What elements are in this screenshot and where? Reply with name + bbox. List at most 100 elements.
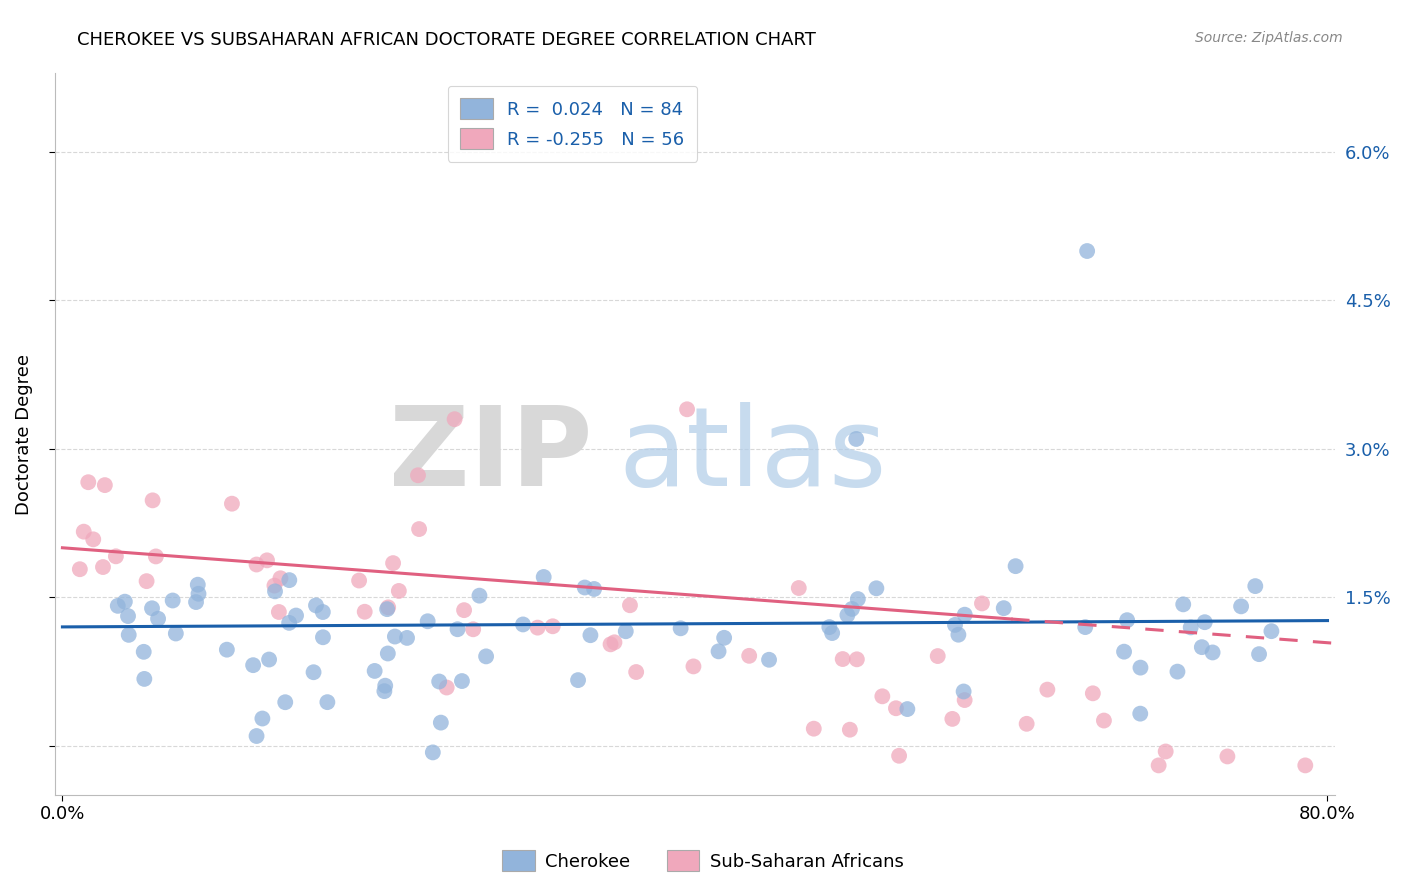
Point (818, 620, 841, 634)
Point (970, 596, 993, 610)
Point (184, 595, 207, 609)
Point (1129, 660, 1152, 674)
Point (579, 628, 602, 642)
Point (541, 619, 564, 633)
Point (187, 577, 209, 591)
Point (73, 524, 96, 539)
Point (682, 659, 704, 673)
Point (316, 695, 339, 709)
Point (512, 617, 534, 632)
Point (187, 587, 209, 601)
Point (948, 628, 970, 642)
Point (838, 723, 860, 737)
Point (384, 630, 406, 644)
Point (669, 621, 692, 635)
Point (526, 621, 548, 635)
Point (463, 622, 485, 636)
Point (430, 715, 453, 730)
Point (1244, 579, 1267, 593)
Point (257, 652, 280, 666)
Point (953, 607, 976, 622)
Point (1166, 665, 1188, 679)
Point (302, 665, 325, 680)
Point (1294, 758, 1316, 772)
Point (846, 592, 869, 607)
Point (373, 684, 395, 698)
Point (574, 581, 596, 595)
Point (162, 593, 184, 607)
Point (758, 653, 780, 667)
Point (1247, 647, 1270, 661)
Point (388, 583, 411, 598)
Point (142, 493, 165, 508)
Point (953, 693, 976, 707)
Point (583, 582, 606, 596)
Point (245, 729, 267, 743)
Point (1230, 599, 1253, 614)
Point (305, 599, 328, 613)
Text: ZIP: ZIP (389, 402, 592, 509)
Point (375, 602, 398, 616)
Point (1180, 620, 1202, 634)
Point (118, 628, 141, 642)
Point (285, 608, 308, 623)
Point (132, 645, 155, 659)
Point (427, 674, 450, 689)
Point (117, 609, 139, 624)
Point (453, 603, 475, 617)
Point (242, 658, 264, 673)
Point (1154, 744, 1177, 758)
Point (374, 679, 396, 693)
Point (872, 690, 894, 704)
Point (77, 475, 100, 490)
Point (82, 533, 104, 547)
Point (941, 712, 963, 726)
Point (713, 631, 735, 645)
Point (69, 562, 91, 576)
Point (114, 595, 136, 609)
Point (274, 695, 297, 709)
Y-axis label: Doctorate Degree: Doctorate Degree (15, 353, 32, 515)
Point (831, 652, 853, 666)
Point (1173, 598, 1195, 612)
Point (1191, 640, 1213, 655)
Point (603, 635, 626, 649)
Point (1194, 615, 1216, 630)
Point (1147, 758, 1170, 772)
Point (803, 722, 825, 736)
Point (1129, 706, 1152, 721)
Point (884, 701, 907, 715)
Point (107, 599, 129, 613)
Point (245, 558, 267, 572)
Point (256, 553, 278, 567)
Point (382, 556, 405, 570)
Point (252, 712, 274, 726)
Point (896, 702, 918, 716)
Point (738, 648, 761, 663)
Text: atlas: atlas (619, 402, 887, 509)
Point (451, 674, 474, 689)
Point (264, 584, 287, 599)
Point (141, 601, 163, 615)
Point (353, 605, 375, 619)
Point (845, 432, 868, 446)
Point (406, 468, 429, 483)
Point (1260, 624, 1282, 639)
Point (145, 549, 167, 564)
Point (1216, 749, 1239, 764)
Legend: Cherokee, Sub-Saharan Africans: Cherokee, Sub-Saharan Africans (495, 843, 911, 879)
Point (443, 412, 465, 426)
Point (263, 578, 285, 592)
Point (619, 599, 641, 613)
Point (1074, 620, 1097, 634)
Point (347, 574, 370, 588)
Point (396, 631, 419, 645)
Point (821, 626, 844, 640)
Text: CHEROKEE VS SUBSAHARAN AFRICAN DOCTORATE DEGREE CORRELATION CHART: CHEROKEE VS SUBSAHARAN AFRICAN DOCTORATE… (77, 31, 817, 49)
Point (845, 652, 868, 666)
Point (104, 549, 127, 564)
Point (1036, 682, 1059, 697)
Point (1116, 613, 1139, 627)
Point (278, 615, 301, 630)
Point (94, 478, 117, 492)
